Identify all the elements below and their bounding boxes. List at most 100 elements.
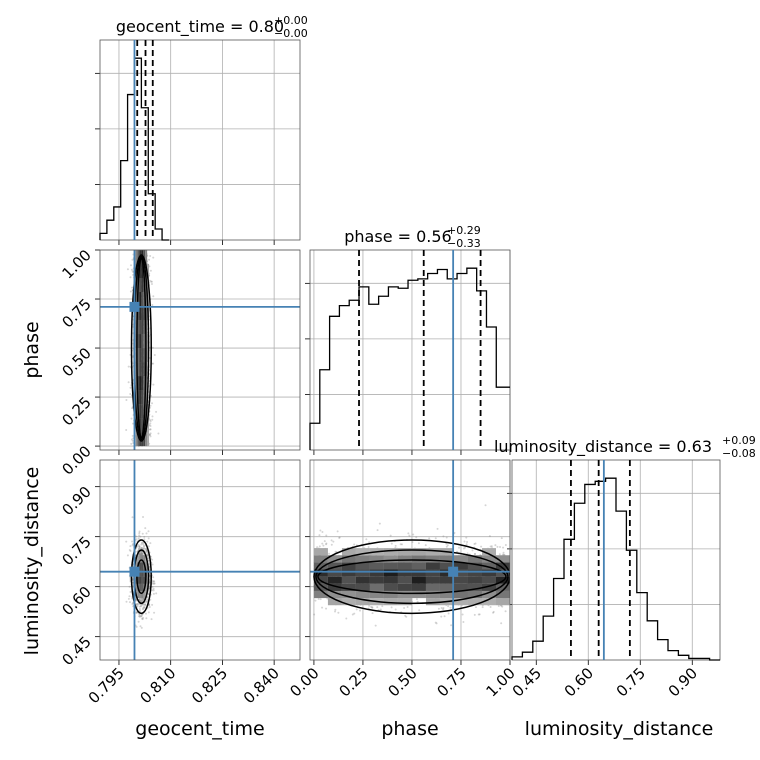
sample-point (139, 600, 142, 603)
density-bin (425, 590, 440, 599)
sample-point (415, 536, 418, 539)
density-bin (141, 404, 144, 419)
sample-point (129, 264, 132, 267)
sample-point (137, 548, 140, 551)
sample-point (146, 540, 149, 543)
density-bin (495, 555, 510, 563)
density-bin (355, 555, 370, 563)
sample-point (355, 608, 358, 611)
sample-point (147, 545, 150, 548)
sample-point (462, 620, 465, 623)
density-bin (135, 432, 138, 447)
sample-point (138, 609, 141, 612)
sample-point (140, 552, 143, 555)
title-phase: phase = 0.56 (344, 227, 451, 246)
density-bin (139, 555, 142, 563)
tick-label-x-geocent-time: 0.795 (85, 664, 128, 707)
density-bin (425, 548, 440, 556)
density-bin (467, 598, 482, 606)
density-bin (135, 264, 138, 279)
sample-point (418, 609, 421, 612)
density-bin (141, 555, 144, 563)
density-bin (411, 555, 426, 563)
sample-point (136, 604, 139, 607)
density-bin (141, 306, 144, 321)
sample-point (141, 552, 144, 555)
sample-point (428, 537, 431, 540)
sample-point (145, 617, 148, 620)
sample-point (407, 532, 410, 535)
density-bin (481, 569, 496, 577)
sample-point (139, 625, 142, 628)
tick-label-x-luminosity-distance: 0.60 (561, 664, 597, 700)
sample-point (411, 541, 414, 544)
sample-point (314, 599, 317, 602)
sample-point (500, 622, 503, 625)
sample-point (140, 543, 143, 546)
density-bin (383, 583, 398, 591)
sample-point (140, 553, 143, 556)
sample-point (151, 589, 154, 592)
tick-label-y-phase: 0.25 (58, 393, 94, 429)
sample-point (139, 599, 142, 602)
sample-point (502, 551, 505, 554)
sample-point (127, 381, 130, 384)
sample-point (334, 610, 337, 613)
sample-point (130, 442, 133, 445)
density-bin (135, 292, 138, 307)
sample-point (471, 549, 474, 552)
sample-point (474, 542, 477, 545)
panel-frame (309, 249, 511, 451)
sample-point (144, 604, 147, 607)
sample-point (317, 597, 320, 600)
density-bin (139, 569, 142, 577)
sample-point (390, 606, 393, 609)
density-bin (141, 576, 144, 584)
title-geocent-time-label: geocent_time (116, 17, 225, 37)
sample-point (142, 606, 145, 609)
sample-point (129, 392, 132, 395)
tick-label-x-phase: 0.25 (335, 664, 371, 700)
sample-point (338, 536, 341, 539)
sample-point (141, 542, 144, 545)
sample-point (499, 546, 502, 549)
density-bin (383, 555, 398, 563)
density-bin (143, 376, 146, 391)
sample-point (149, 269, 152, 272)
sample-point (478, 613, 481, 616)
panel-content (100, 250, 300, 450)
sample-point (126, 268, 129, 271)
density-bin (141, 348, 144, 363)
density-bin (341, 576, 356, 584)
sample-point (147, 593, 150, 596)
sample-point (412, 533, 415, 536)
density-bin (439, 583, 454, 591)
sample-point (322, 544, 325, 547)
density-bin (145, 292, 148, 307)
sample-point (146, 556, 149, 559)
sample-point (325, 534, 328, 537)
tick-label-x-luminosity-distance: 0.45 (509, 664, 545, 700)
sample-point (149, 424, 152, 427)
contour-level (136, 257, 147, 439)
sample-point (141, 552, 144, 555)
sample-point (148, 582, 151, 585)
sample-point (440, 615, 443, 618)
density-bin (453, 598, 468, 606)
sample-point (334, 550, 337, 553)
sample-point (138, 605, 141, 608)
sample-point (128, 595, 131, 598)
density-bin (141, 292, 144, 307)
density-bin (143, 569, 146, 577)
density-bin (341, 548, 356, 556)
sample-point (149, 433, 152, 436)
sample-point (138, 553, 141, 556)
density-bin (411, 576, 426, 584)
sample-point (152, 592, 155, 595)
density-bin (481, 590, 496, 599)
density-bin (145, 264, 148, 279)
sample-point (145, 600, 148, 603)
density-bin (341, 555, 356, 563)
sample-point (135, 599, 138, 602)
sample-point (406, 606, 409, 609)
